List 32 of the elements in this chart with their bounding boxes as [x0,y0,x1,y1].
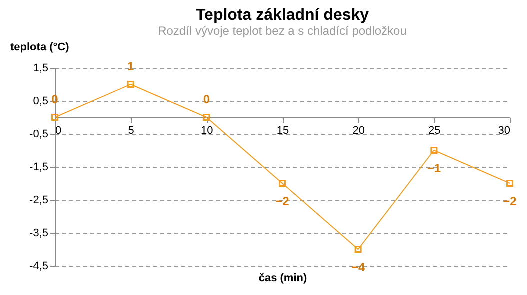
x-tick-label: 30 [498,125,510,137]
y-tick-label: 0,5 [33,96,48,108]
point [52,114,58,121]
point [127,81,134,88]
x-axis-title: čas (min) [258,272,308,284]
data-label: −4 [351,260,366,274]
y-axis-title: teplota (°C) [10,42,70,54]
data-label: −1 [427,162,442,176]
data-label: −2 [276,194,290,208]
chart-title: Teplota základní desky [196,7,370,24]
point [354,246,362,253]
point [279,180,286,187]
y-tick-label: -0,5 [30,128,48,140]
x-tick-label: 15 [276,125,290,137]
x-tick-label: 25 [428,125,441,137]
y-tick-label: -4,5 [30,260,48,272]
data-label: 0 [52,92,59,106]
data-label: 1 [127,60,134,74]
data-label: 0 [203,92,210,106]
point [506,180,514,187]
y-tick-label: -1,5 [30,162,48,174]
data-label: −2 [503,194,518,208]
chart-subtitle: Rozdíl vývoje teplot bez a s chladící podložkou [158,24,407,38]
y-tick-label: -3,5 [30,228,48,240]
point [203,114,210,121]
x-tick-label: 0 [56,125,62,137]
x-tick-label: 10 [201,125,214,137]
y-tick-label: -2,5 [30,194,48,206]
y-tick-label: 1,5 [33,62,48,74]
x-tick-label: 5 [128,125,134,137]
point [430,147,438,154]
x-tick-label: 20 [352,125,365,137]
